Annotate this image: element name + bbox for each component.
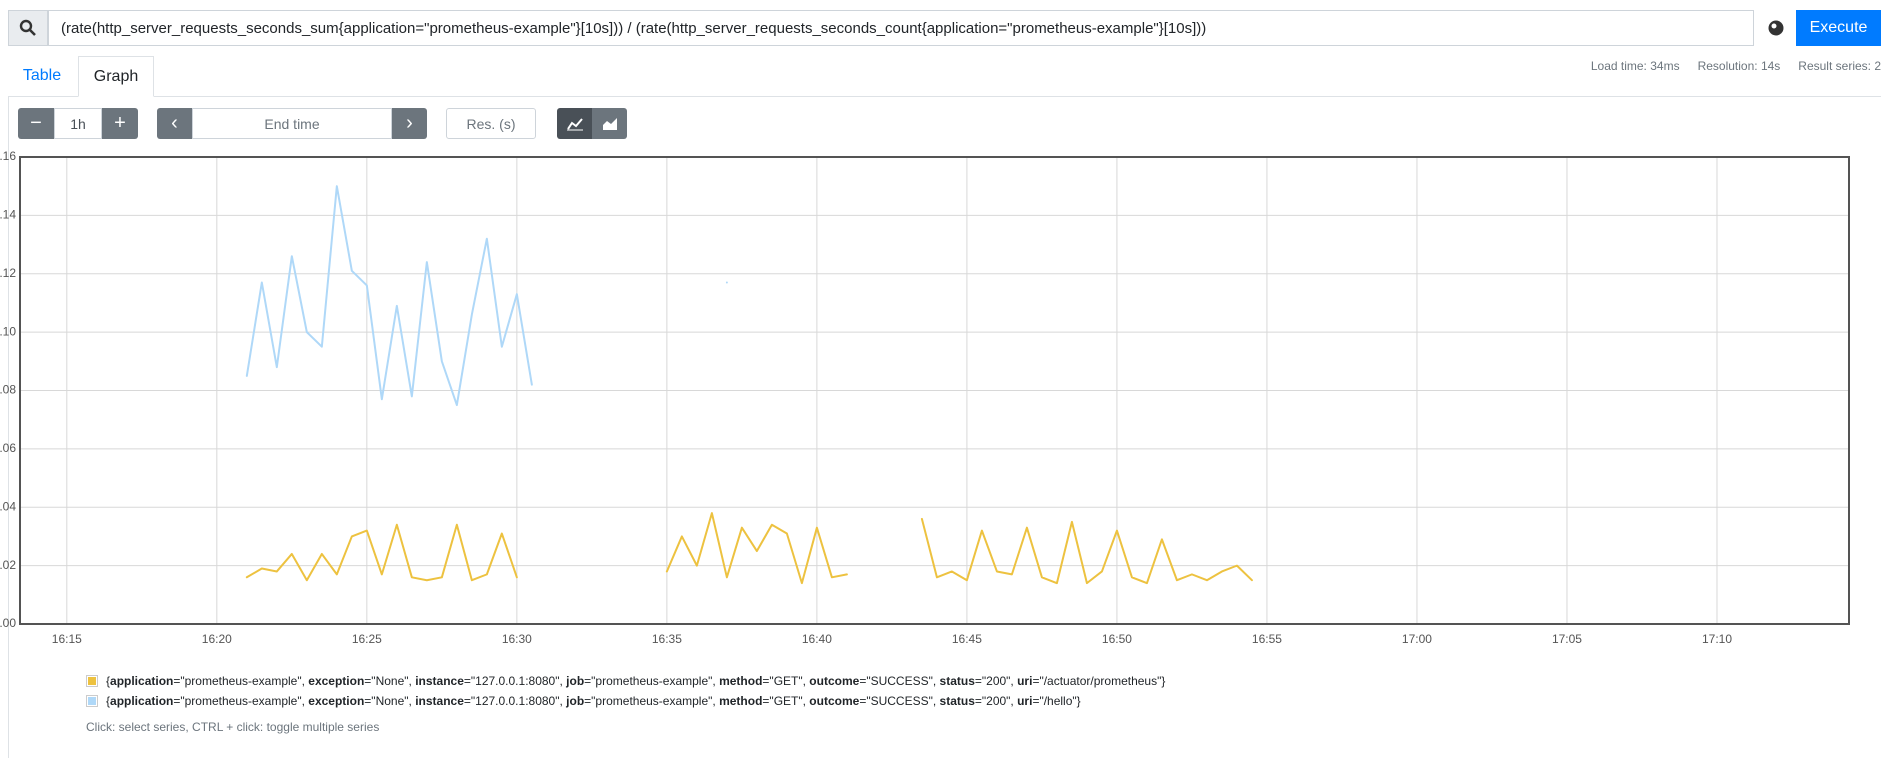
plot-frame	[19, 156, 1850, 625]
y-tick-label: 0.16	[0, 150, 16, 163]
magnifier	[19, 19, 36, 36]
x-tick-label: 16:45	[952, 632, 982, 646]
search-icon	[8, 10, 48, 46]
y-tick-label: 0.10	[0, 324, 16, 338]
tab-active[interactable]: Graph	[78, 56, 154, 97]
execute-button[interactable]: Execute	[1796, 10, 1881, 46]
series-line	[245, 512, 1253, 585]
legend-item[interactable]: {application="prometheus-example", excep…	[86, 674, 1165, 688]
line-icon	[566, 117, 583, 130]
area-icon	[602, 117, 617, 130]
chart: 0.00 0.02 0.04 0.06 0.08 0.10 0.12 0.14 0.16 16:1…	[0, 150, 1850, 646]
legend-swatch	[88, 677, 96, 685]
unstacked-toggle[interactable]	[557, 108, 592, 139]
series-line	[245, 185, 728, 407]
y-tick-label: 0.04	[0, 499, 16, 513]
x-tick-label: 17:10	[1702, 632, 1732, 646]
y-tick-label: 0.08	[0, 383, 16, 397]
x-tick-label: 17:05	[1552, 632, 1582, 646]
range-decrease[interactable]: −	[18, 108, 54, 139]
y-tick-label: 0.02	[0, 558, 16, 572]
resolution: Resolution: 14s	[1697, 59, 1781, 73]
range-increase[interactable]: +	[102, 108, 138, 139]
legend-hint: Click: select series, CTRL + click: togg…	[86, 720, 380, 734]
x-tick-label: 17:00	[1402, 632, 1432, 646]
legend-swatch	[88, 697, 96, 705]
result-series: Result series: 2	[1798, 59, 1881, 73]
panel-border	[8, 97, 9, 758]
resolution-input[interactable]: Res. (s)	[446, 108, 536, 139]
range-input[interactable]: 1h	[54, 108, 102, 139]
y-tick-label: 0.12	[0, 266, 16, 280]
query-stats: Load time: 34ms Resolution: 14s Result s…	[1591, 56, 1881, 76]
globe-icon	[1768, 20, 1784, 36]
x-tick-label: 16:25	[352, 632, 382, 646]
y-tick-label: 0.14	[0, 208, 16, 222]
end-time-forward[interactable]: ›	[392, 108, 427, 139]
x-tick-label: 16:50	[1102, 632, 1132, 646]
end-time-back[interactable]: ‹	[157, 108, 192, 139]
tab-border	[8, 96, 1881, 97]
x-tick-label: 16:20	[202, 632, 232, 646]
legend-item[interactable]: {application="prometheus-example", excep…	[86, 694, 1081, 708]
legend-label: {application="prometheus-example", excep…	[106, 674, 1166, 688]
x-tick-label: 16:30	[502, 632, 532, 646]
x-tick-label: 16:55	[1252, 632, 1282, 646]
x-tick-label: 16:15	[52, 632, 82, 646]
expression-input[interactable]: (rate(http_server_requests_seconds_sum{a…	[48, 10, 1754, 46]
metrics-explorer[interactable]	[1756, 10, 1796, 46]
stacked-toggle[interactable]	[592, 108, 627, 139]
y-tick-label: 0.00	[0, 616, 16, 630]
x-tick-label: 16:40	[802, 632, 832, 646]
y-tick-label: 0.06	[0, 441, 16, 455]
x-tick-label: 16:35	[652, 632, 682, 646]
legend-label: {application="prometheus-example", excep…	[106, 694, 1081, 708]
tab[interactable]: Table	[22, 67, 62, 84]
load-time: Load time: 34ms	[1590, 59, 1680, 73]
end-time-input[interactable]: End time	[192, 108, 392, 139]
